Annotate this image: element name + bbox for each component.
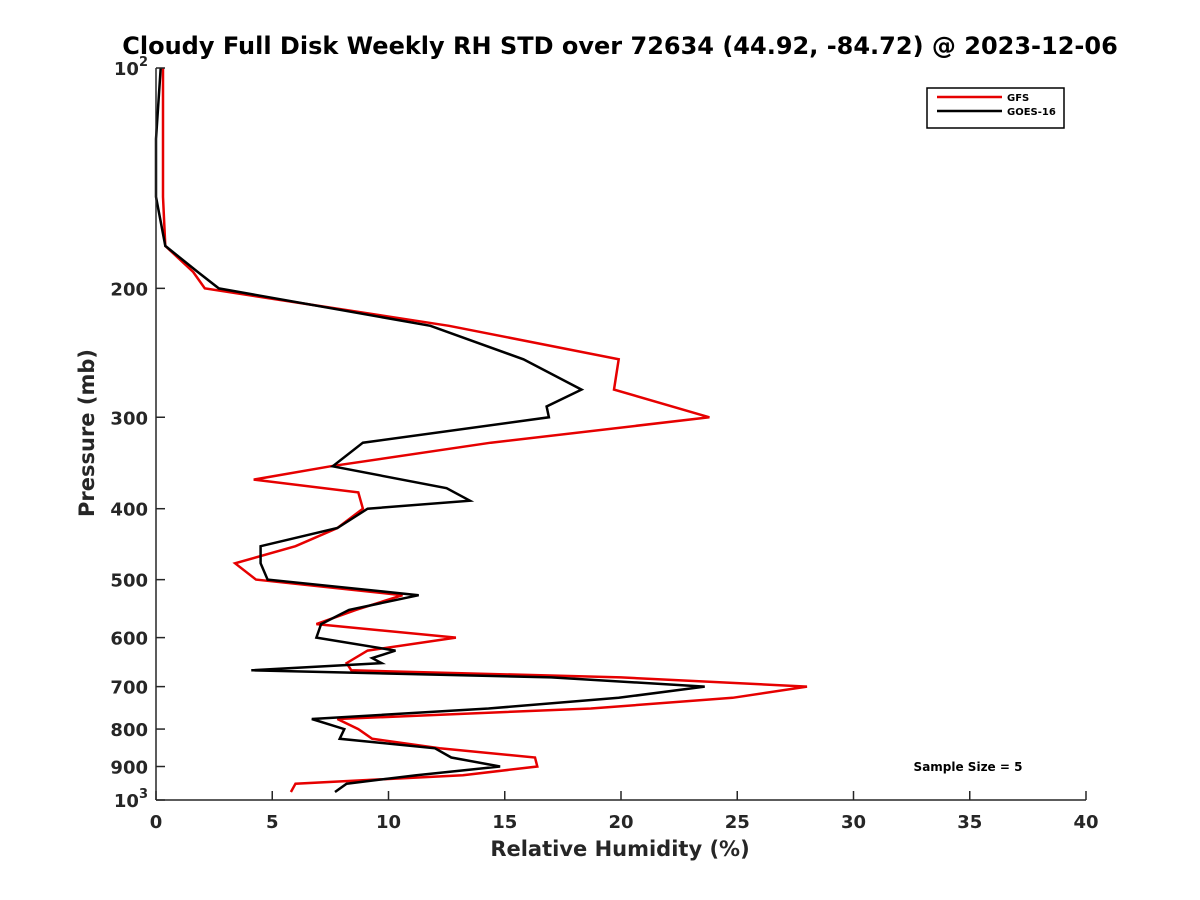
sample-size-annotation: Sample Size = 5	[914, 760, 1023, 774]
plot-lines	[154, 67, 808, 794]
legend-label: GOES-16	[1007, 107, 1056, 118]
y-axis-label: Pressure (mb)	[75, 349, 99, 517]
y-tick-label: 200	[110, 279, 148, 300]
x-tick-label: 30	[841, 812, 866, 833]
x-tick-label: 35	[957, 812, 982, 833]
y-tick-label: 900	[110, 758, 148, 779]
legend-box	[926, 87, 1065, 129]
y-tick-label: 400	[110, 500, 148, 521]
x-tick-label: 15	[492, 812, 517, 833]
y-tick-label: 300	[110, 408, 148, 429]
series-line-gfs	[161, 68, 808, 793]
legend-label: GFS	[1007, 93, 1029, 104]
x-tick-label: 25	[725, 812, 750, 833]
legend: GFS GOES-16	[926, 87, 1065, 129]
tick-marks: 0 5 10 15 20 25 30 35 40 102 200 300 400 500 600 700 800…	[110, 55, 1098, 833]
y-tick-label: 800	[110, 720, 148, 741]
axes	[155, 68, 1086, 801]
x-tick-label: 0	[150, 812, 163, 833]
x-tick-label: 10	[376, 812, 401, 833]
y-tick-label: 500	[110, 571, 148, 592]
series-line-goes-16	[154, 67, 705, 794]
y-tick-label: 700	[110, 678, 148, 699]
x-tick-label: 5	[266, 812, 279, 833]
y-tick-label: 102	[114, 55, 148, 80]
chart-title: Cloudy Full Disk Weekly RH STD over 7263…	[122, 32, 1118, 60]
x-tick-label: 20	[608, 812, 633, 833]
x-axis-label: Relative Humidity (%)	[490, 837, 749, 861]
x-tick-label: 40	[1073, 812, 1098, 833]
y-tick-label: 600	[110, 629, 148, 650]
y-tick-label: 103	[114, 787, 148, 812]
